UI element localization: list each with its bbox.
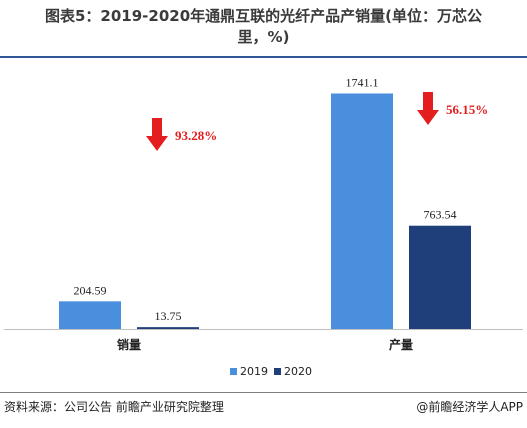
legend-label: 2019 — [240, 365, 268, 378]
chart-title: 图表5：2019-2020年通鼎互联的光纤产品产销量(单位：万芯公里，%) — [44, 7, 483, 46]
data-label: 763.54 — [424, 208, 457, 222]
legend-swatch-2019 — [230, 368, 237, 375]
brand-credit: @前瞻经济学人APP — [416, 400, 523, 414]
bar-2020-产量 — [409, 225, 471, 329]
bar-2019-销量 — [59, 301, 121, 329]
category-label: 销量 — [117, 337, 141, 352]
change-percent: 56.15% — [446, 102, 488, 117]
legend-label: 2020 — [284, 365, 312, 378]
down-arrow-icon — [417, 92, 439, 125]
category-label: 产量 — [389, 337, 413, 352]
data-label: 13.75 — [155, 309, 182, 323]
down-arrow-icon — [146, 118, 168, 151]
change-percent: 93.28% — [175, 128, 217, 143]
footer-rule — [0, 392, 527, 393]
data-label: 1741.1 — [346, 75, 379, 89]
data-label: 204.59 — [74, 283, 107, 297]
title-rule — [0, 56, 527, 58]
legend-swatch-2020 — [274, 368, 281, 375]
bar-2020-销量 — [137, 327, 199, 329]
source-note: 资料来源：公司公告 前瞻产业研究院整理 — [4, 400, 224, 414]
bar-2019-产量 — [331, 93, 393, 329]
